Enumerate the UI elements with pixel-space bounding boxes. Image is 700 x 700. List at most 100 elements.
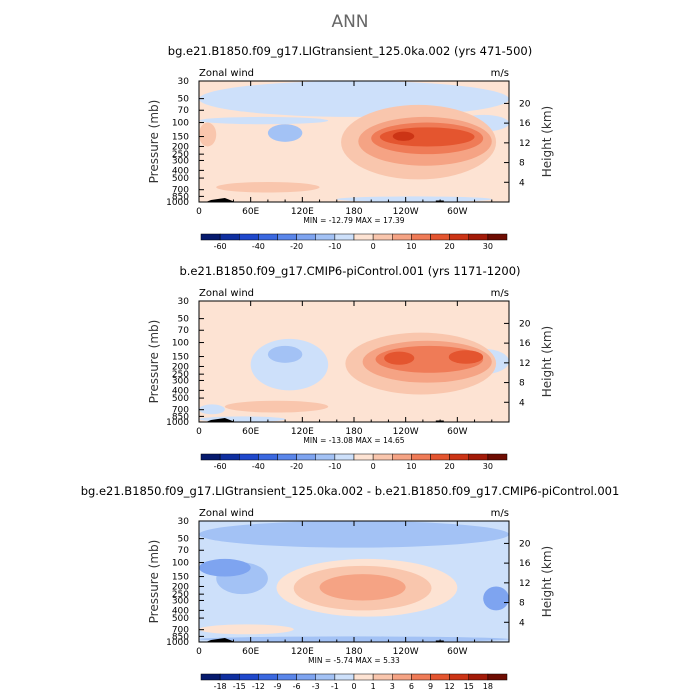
- y-tick-label: 1000: [166, 198, 189, 208]
- y-tick-label: 70: [178, 326, 190, 336]
- minmax-label: MIN = -5.74 MAX = 5.33: [308, 656, 400, 665]
- colorbar-swatch: [487, 233, 508, 241]
- colorbar-swatch: [353, 233, 374, 241]
- y-tick-label: 150: [172, 133, 189, 143]
- x-tick-label: 60E: [242, 427, 259, 437]
- contour-region: [199, 116, 329, 125]
- y2-tick-label: 20: [519, 319, 531, 329]
- colorbar-swatch: [449, 233, 469, 241]
- colorbar-swatch: [315, 233, 336, 241]
- colorbar-swatch: [372, 673, 393, 681]
- zonal-wind-panel: Zonal wind m/s0 60E 120E 180 120W 60W305070100…: [147, 508, 554, 691]
- y2-tick-label: 4: [519, 178, 525, 188]
- y-tick-label: 300: [172, 376, 189, 386]
- x-tick-label: 120W: [393, 427, 419, 437]
- y2-axis-title: Height (km): [540, 326, 554, 397]
- y-tick-label: 30: [178, 77, 190, 87]
- x-tick-label: 60E: [242, 647, 259, 657]
- colorbar-swatch: [468, 233, 489, 241]
- y2-tick-label: 8: [519, 159, 525, 169]
- colorbar-label: 30: [483, 242, 493, 251]
- y-tick-label: 100: [172, 559, 189, 569]
- colorbar-label: -9: [274, 682, 282, 691]
- colorbar-label: 0: [371, 242, 376, 251]
- contour-region: [199, 624, 294, 635]
- colorbar-label: -40: [252, 462, 265, 471]
- y2-tick-label: 16: [519, 339, 531, 349]
- colorbar-swatch: [411, 673, 431, 681]
- y2-tick-label: 12: [519, 139, 530, 149]
- panel-title: bg.e21.B1850.f09_g17.LIGtransient_125.0k…: [80, 484, 620, 498]
- colorbar-label: 1: [371, 682, 376, 691]
- y-tick-label: 50: [178, 95, 190, 105]
- colorbar-label: 20: [445, 462, 455, 471]
- y-tick-label: 30: [178, 517, 190, 527]
- panel-title: b.e21.B1850.f09_g17.CMIP6-piControl.001 …: [179, 264, 521, 278]
- colorbar-swatch: [411, 453, 431, 461]
- topography-mask: [205, 638, 236, 642]
- units-label: m/s: [491, 508, 509, 519]
- x-tick-label: 120W: [393, 647, 419, 657]
- colorbar-swatch: [296, 673, 316, 681]
- contour-region: [267, 124, 303, 142]
- y-tick-label: 1000: [166, 418, 189, 428]
- y-tick-label: 850: [172, 412, 189, 422]
- y-tick-label: 70: [178, 106, 190, 116]
- y-tick-label: 100: [172, 339, 189, 349]
- y-tick-label: 30: [178, 297, 190, 307]
- x-tick-label: 0: [196, 207, 202, 217]
- contour-region: [319, 574, 406, 601]
- y-tick-label: 400: [172, 166, 189, 176]
- x-tick-label: 180: [345, 647, 362, 657]
- colorbar-swatch: [468, 453, 489, 461]
- y-tick-label: 250: [172, 150, 189, 160]
- colorbar-swatch: [372, 233, 393, 241]
- y-tick-label: 400: [172, 386, 189, 396]
- colorbar-swatch: [392, 673, 412, 681]
- y-tick-label: 200: [172, 142, 189, 152]
- contour-region: [483, 586, 509, 611]
- colorbar-swatch: [296, 233, 316, 241]
- colorbar-swatch: [392, 233, 412, 241]
- contour-region: [199, 404, 225, 415]
- y2-tick-label: 4: [519, 618, 525, 628]
- colorbar-swatch: [430, 233, 450, 241]
- colorbar-swatch: [200, 453, 221, 461]
- y-tick-label: 500: [172, 614, 189, 624]
- minmax-label: MIN = -13.08 MAX = 14.65: [303, 436, 404, 445]
- y-tick-label: 100: [172, 119, 189, 129]
- contour-region: [224, 400, 329, 413]
- colorbar-swatch: [315, 453, 336, 461]
- y-tick-label: 200: [172, 582, 189, 592]
- x-tick-label: 0: [196, 427, 202, 437]
- colorbar-swatch: [277, 233, 297, 241]
- contour-region: [216, 181, 320, 193]
- y2-tick-label: 16: [519, 119, 531, 129]
- colorbar-swatch: [392, 453, 412, 461]
- y-tick-label: 200: [172, 362, 189, 372]
- y-tick-label: 50: [178, 535, 190, 545]
- contour-region: [448, 350, 484, 364]
- panel-title: bg.e21.B1850.f09_g17.LIGtransient_125.0k…: [167, 44, 533, 58]
- colorbar-label: 12: [445, 682, 455, 691]
- x-tick-label: 120W: [393, 207, 419, 217]
- colorbar-swatch: [430, 673, 450, 681]
- colorbar-swatch: [258, 233, 278, 241]
- colorbar-swatch: [411, 233, 431, 241]
- y2-tick-label: 12: [519, 579, 530, 589]
- y-tick-label: 850: [172, 632, 189, 642]
- units-label: m/s: [491, 288, 509, 299]
- colorbar-label: 20: [445, 242, 455, 251]
- y-tick-label: 300: [172, 596, 189, 606]
- colorbar-label: 15: [464, 682, 474, 691]
- colorbar-swatch: [239, 233, 259, 241]
- x-tick-label: 120E: [291, 427, 314, 437]
- colorbar-label: 6: [409, 682, 414, 691]
- colorbar-label: 0: [371, 462, 376, 471]
- colorbar-swatch: [219, 673, 240, 681]
- y2-tick-label: 8: [519, 599, 525, 609]
- colorbar-label: -3: [312, 682, 320, 691]
- colorbar-swatch: [258, 453, 278, 461]
- y2-tick-label: 16: [519, 559, 531, 569]
- colorbar-swatch: [353, 453, 374, 461]
